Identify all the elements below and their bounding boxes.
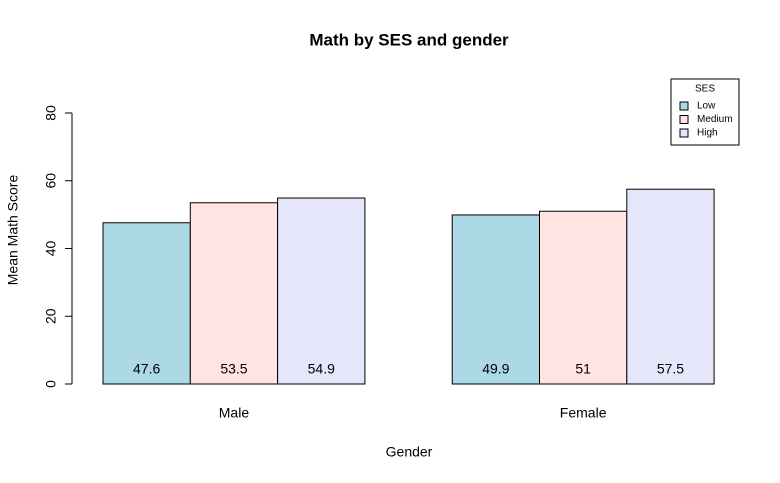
y-tick-label: 80 [43,105,59,121]
value-label: 49.9 [482,361,509,377]
bar [626,188,715,385]
y-tick-label: 0 [43,380,59,388]
bar [189,202,279,385]
value-label: 57.5 [657,361,684,377]
bar [451,214,541,385]
value-label: 53.5 [220,361,247,377]
y-axis-title: Mean Math Score [5,175,21,286]
value-label: 47.6 [133,361,160,377]
chart-title: Math by SES and gender [309,30,509,49]
legend-title: SES [695,84,715,95]
value-label: 51 [575,361,591,377]
legend-swatch [679,115,689,124]
legend-swatch [679,101,689,111]
bar [277,197,366,385]
y-tick-label: 40 [43,241,59,257]
legend-label: Medium [697,114,733,125]
bar [102,222,191,385]
y-tick-label: 20 [43,308,59,324]
x-tick-label: Female [560,405,607,421]
value-label: 54.9 [308,361,335,377]
x-axis-title: Gender [386,444,433,460]
y-tick-label: 60 [43,173,59,189]
bar [539,210,628,385]
legend-swatch [679,128,689,138]
legend-label: Low [697,101,716,112]
x-tick-label: Male [219,405,250,421]
legend-label: High [697,128,718,139]
